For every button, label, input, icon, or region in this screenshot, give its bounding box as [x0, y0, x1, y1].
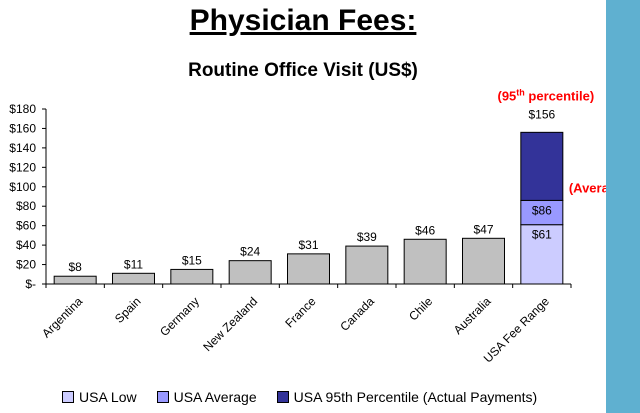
category-label: Chile — [406, 294, 435, 323]
bar — [287, 253, 330, 285]
y-tick-label: $120 — [9, 160, 36, 174]
legend-label-usa-low: USA Low — [79, 389, 137, 405]
bar-value-label: $46 — [415, 223, 435, 237]
y-tick-label: $40 — [16, 238, 36, 252]
y-tick-label: $80 — [16, 199, 36, 213]
bar-value-label: $24 — [240, 245, 260, 259]
bar — [112, 272, 155, 285]
y-tick-label: $180 — [9, 102, 36, 116]
category-label: Spain — [112, 294, 144, 326]
category-label: Germany — [157, 294, 202, 339]
bar-value-label: $31 — [298, 238, 318, 252]
bar-value-label: $11 — [124, 257, 143, 271]
chart-legend: USA Low USA Average USA 95th Percentile … — [62, 389, 537, 405]
y-tick-label: $60 — [16, 219, 36, 233]
legend-label-usa-average: USA Average — [173, 389, 257, 405]
legend-label-usa-95th: USA 95th Percentile (Actual Payments) — [293, 389, 538, 405]
legend-item-usa-average: USA Average — [156, 389, 257, 405]
bar-value-label: $15 — [182, 253, 202, 267]
bar — [228, 260, 272, 285]
y-tick-label: $20 — [16, 258, 36, 272]
legend-swatch-usa-95th — [276, 391, 289, 403]
bar — [403, 238, 447, 285]
bar-value-label: $39 — [357, 230, 377, 244]
y-tick-label: $100 — [9, 180, 36, 194]
segment-value-label: $86 — [532, 203, 552, 217]
y-tick-label: $- — [25, 277, 36, 291]
percentile-annotation: (95th percentile) — [498, 87, 595, 103]
category-label: Argentina — [39, 294, 85, 340]
category-label: Canada — [337, 294, 377, 334]
legend-item-usa-95th: USA 95th Percentile (Actual Payments) — [276, 389, 538, 405]
chart-title: Routine Office Visit (US$) — [188, 60, 418, 81]
category-label: New Zealand — [200, 294, 260, 354]
bar — [170, 268, 214, 285]
page-title: Physician Fees: — [189, 4, 417, 37]
bar — [462, 237, 505, 285]
average-annotation: (Average) — [569, 180, 606, 195]
legend-swatch-usa-average — [156, 391, 169, 403]
legend-item-usa-low: USA Low — [62, 389, 137, 405]
bar-value-label: $47 — [473, 222, 493, 236]
stacked-bar-segment — [520, 131, 564, 201]
bar — [345, 245, 389, 285]
side-accent-bar — [606, 0, 640, 413]
y-tick-label: $140 — [9, 141, 36, 155]
bar-value-label: $8 — [68, 260, 82, 274]
segment-value-label: $61 — [532, 228, 552, 242]
segment-value-label: $156 — [528, 107, 555, 121]
legend-swatch-usa-low — [62, 391, 74, 403]
y-tick-label: $160 — [9, 121, 36, 135]
category-label: France — [282, 294, 319, 331]
bar — [53, 275, 97, 285]
category-label: Australia — [451, 294, 494, 337]
bar-chart: $180 $160 $140 $120 $100 $80 $60 $40 $20 $- $8 Arge… — [9, 87, 606, 365]
